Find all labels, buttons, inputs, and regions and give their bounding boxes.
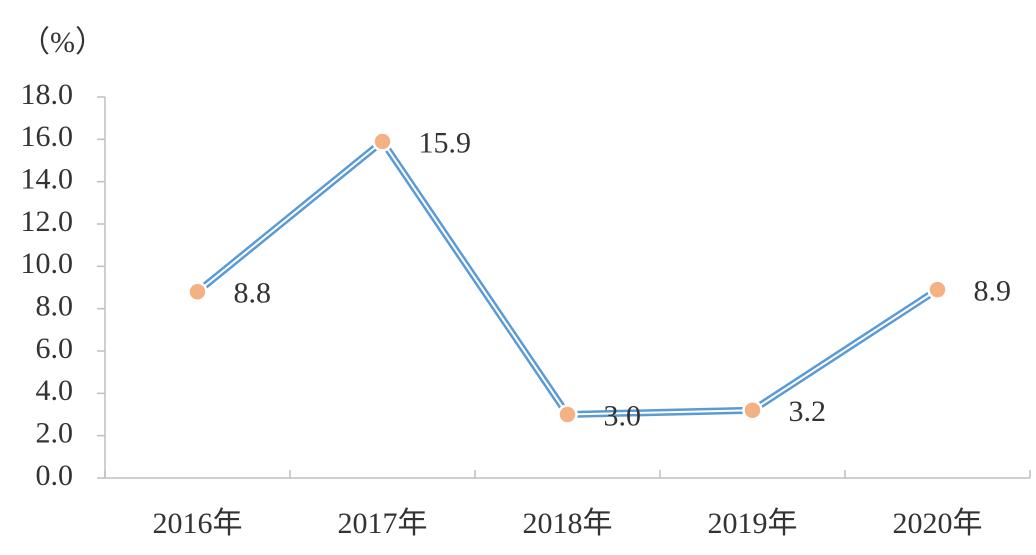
data-label: 3.0 — [604, 399, 642, 432]
y-tick-label: 0.0 — [36, 459, 74, 492]
marker — [927, 279, 948, 300]
x-tick-label: 2017年 — [338, 507, 428, 540]
y-tick-label: 10.0 — [21, 247, 74, 280]
data-label: 8.8 — [234, 277, 272, 310]
x-tick-label: 2018年 — [523, 507, 613, 540]
x-tick-label: 2016年 — [153, 507, 243, 540]
x-tick-label: 2020年 — [893, 507, 983, 540]
line — [195, 136, 940, 419]
y-tick-label: 4.0 — [36, 374, 74, 407]
data-label: 8.9 — [974, 275, 1012, 308]
marker — [372, 131, 393, 152]
y-tick-label: 18.0 — [21, 78, 74, 111]
y-tick-label: 2.0 — [36, 417, 74, 450]
marker — [187, 281, 208, 302]
data-label: 3.2 — [789, 395, 827, 428]
data-label: 15.9 — [419, 126, 472, 159]
y-tick-label: 16.0 — [21, 120, 74, 153]
marker — [557, 404, 578, 425]
y-tick-label: 14.0 — [21, 163, 74, 196]
y-tick-label: 8.0 — [36, 290, 74, 323]
y-tick-label: 12.0 — [21, 205, 74, 238]
y-tick-label: 6.0 — [36, 332, 74, 365]
line-inner — [196, 139, 939, 416]
y-axis-label: （%） — [20, 26, 105, 59]
marker — [742, 400, 763, 421]
x-tick-label: 2019年 — [708, 507, 798, 540]
